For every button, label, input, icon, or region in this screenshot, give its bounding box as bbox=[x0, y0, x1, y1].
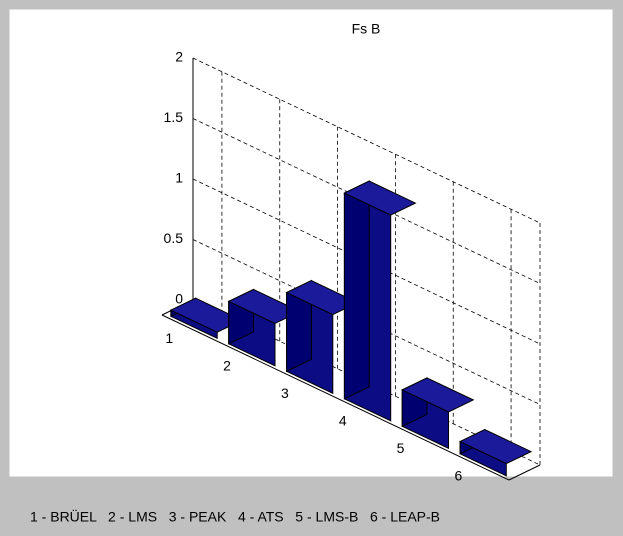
grid-line bbox=[192, 57, 541, 224]
x-tick-label: 2 bbox=[223, 357, 231, 373]
bar bbox=[285, 279, 359, 395]
bar-top bbox=[401, 377, 475, 413]
bar bbox=[458, 428, 533, 477]
y-tick-label: 1.5 bbox=[164, 109, 184, 125]
bar bbox=[169, 297, 244, 340]
bar-top bbox=[227, 288, 301, 324]
y-tick-label: 2 bbox=[175, 49, 183, 65]
bar-top bbox=[343, 180, 417, 216]
bar-top bbox=[169, 297, 244, 333]
x-tick-label: 5 bbox=[397, 440, 405, 456]
y-tick-label: 1 bbox=[175, 170, 183, 186]
x-tick-label: 3 bbox=[281, 385, 289, 401]
bar-side bbox=[343, 180, 370, 400]
bar-top bbox=[285, 280, 359, 316]
y-tick-label: 0 bbox=[175, 291, 183, 307]
bar bbox=[343, 180, 417, 422]
x-tick-label: 6 bbox=[454, 467, 462, 483]
bar bbox=[401, 377, 475, 450]
category-key: 1 - BRÜEL 2 - LMS 3 - PEAK 4 - ATS 5 - L… bbox=[30, 508, 440, 525]
x-tick-label: 1 bbox=[165, 330, 173, 346]
category-axis bbox=[161, 314, 510, 481]
chart-title: Fs B bbox=[352, 21, 381, 37]
x-tick-label: 4 bbox=[339, 412, 347, 428]
bar bbox=[227, 288, 301, 367]
bar-top bbox=[458, 429, 533, 465]
y-tick-label: 0.5 bbox=[164, 230, 184, 246]
floor-right-edge bbox=[508, 464, 541, 481]
plot-panel bbox=[9, 9, 613, 477]
